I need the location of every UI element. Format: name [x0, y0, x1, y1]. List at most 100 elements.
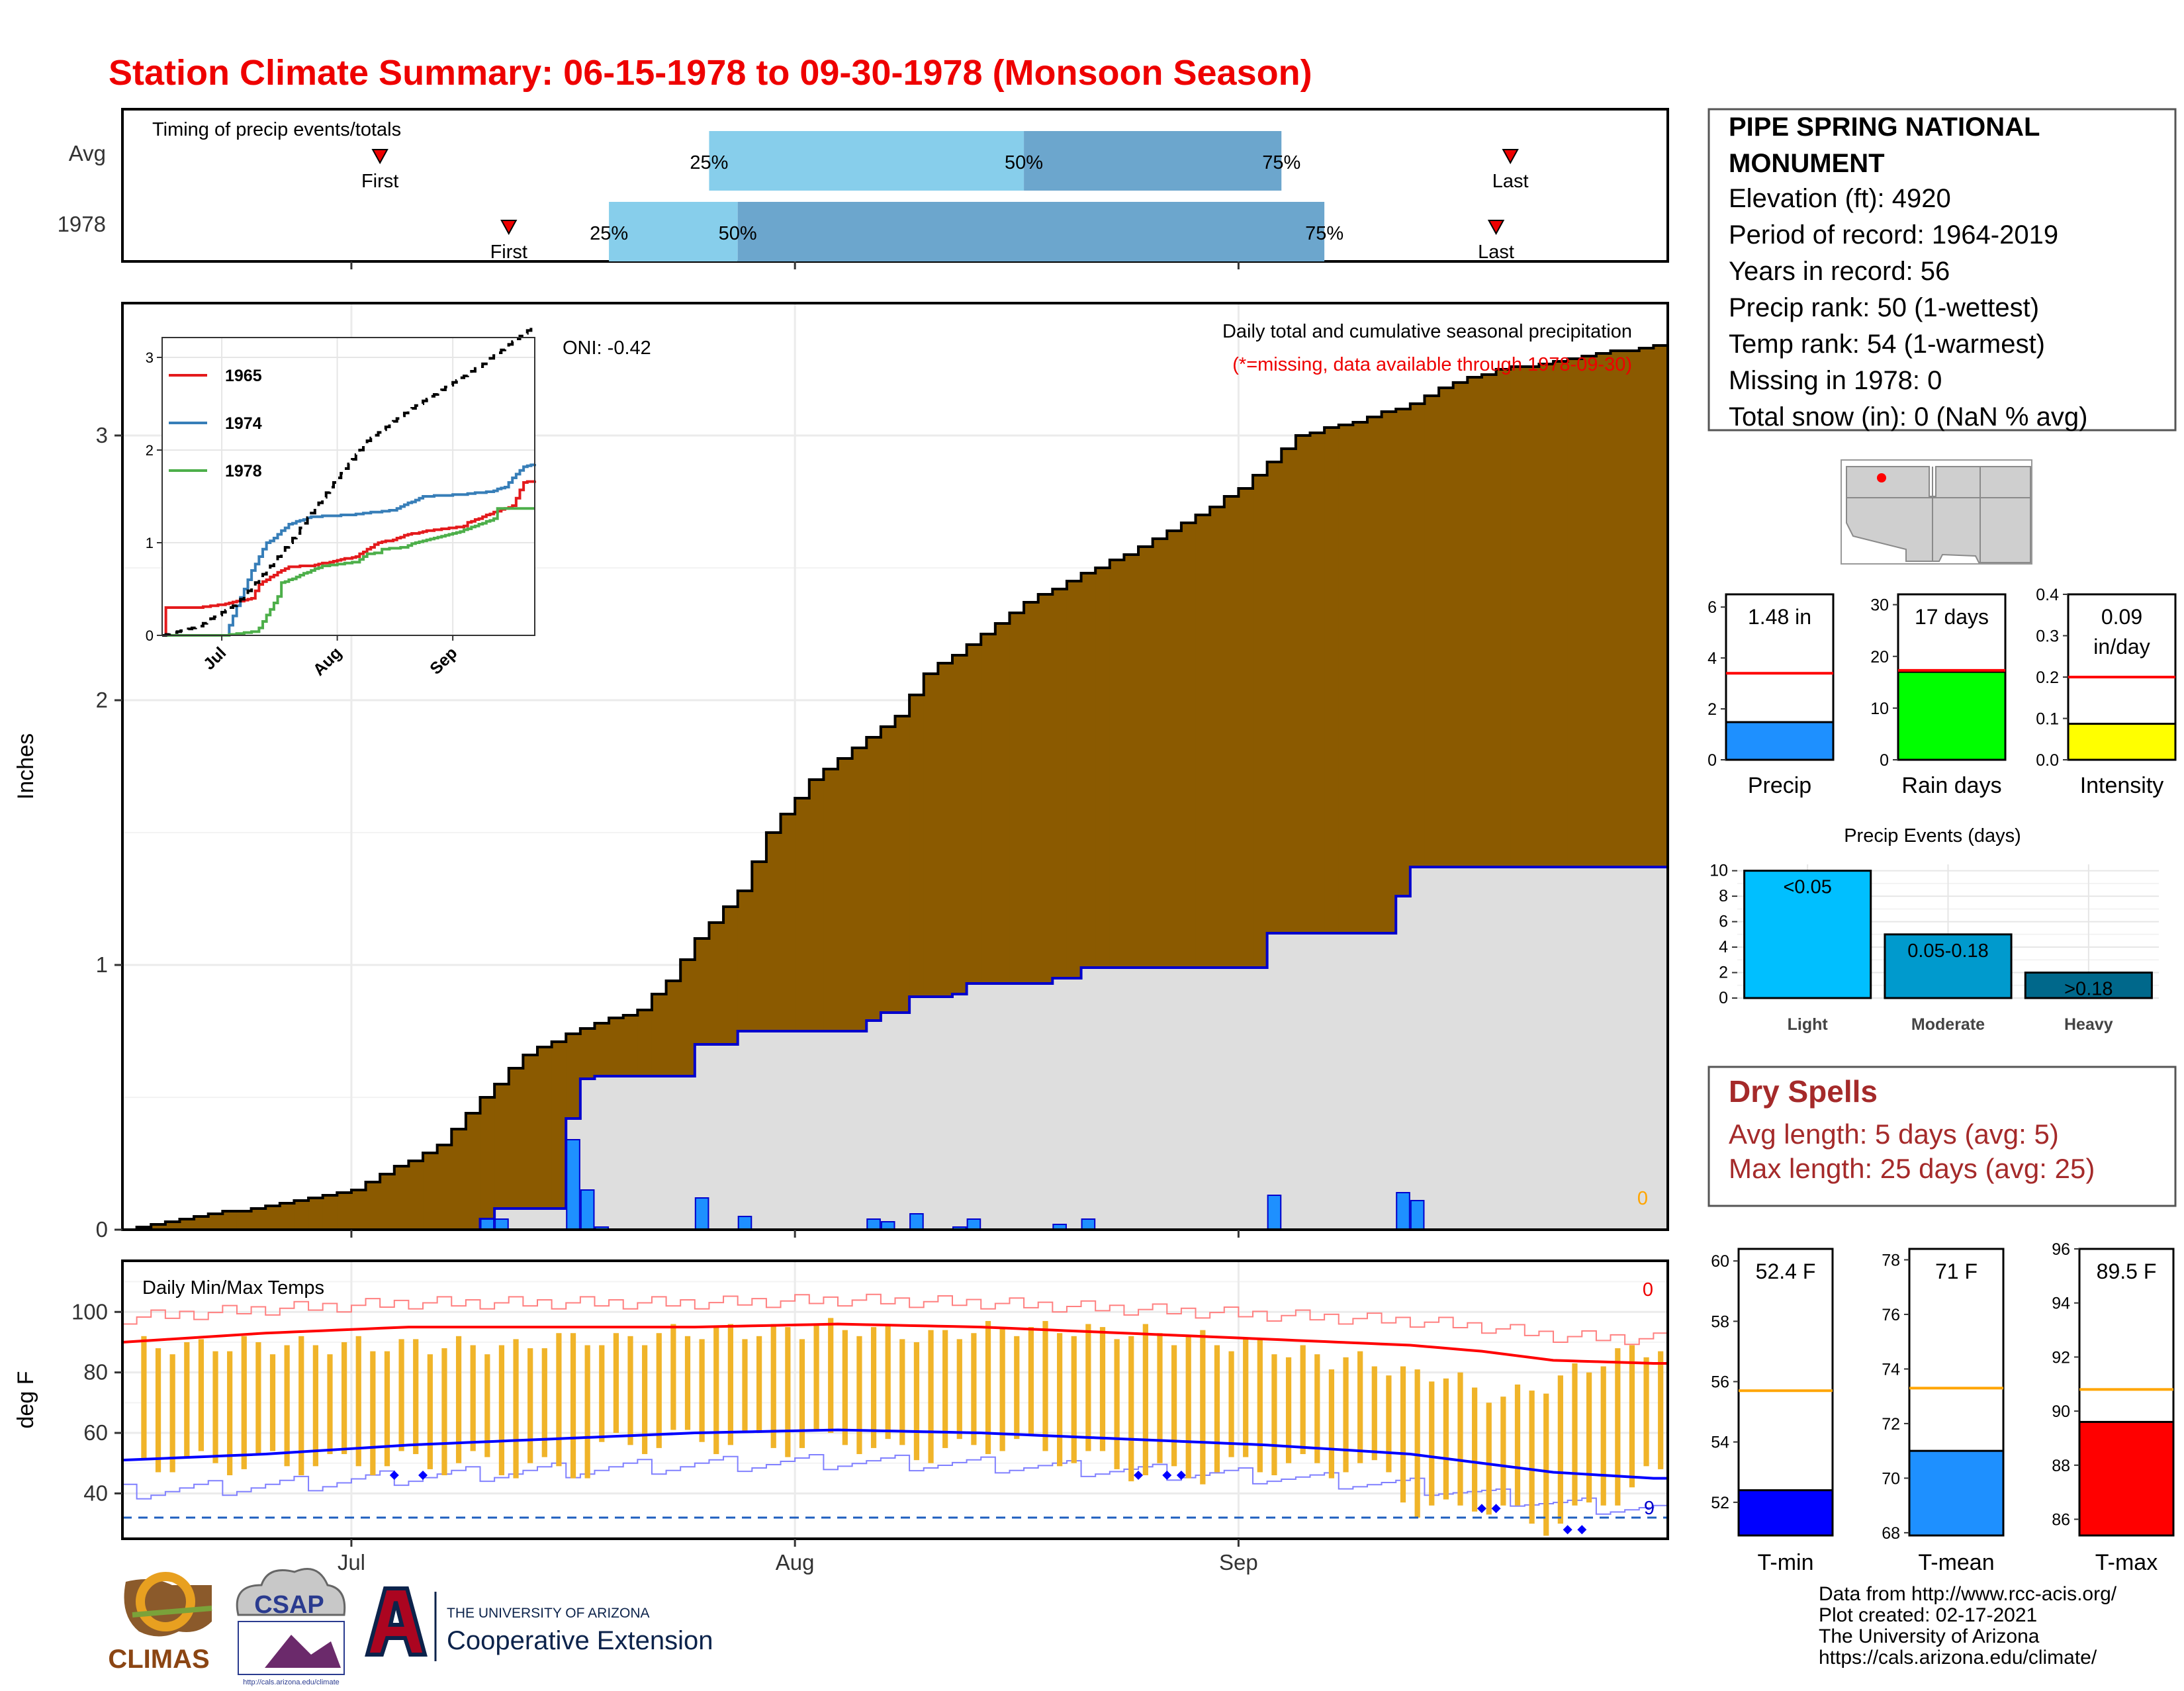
precip-events-chart: Precip Events (days) <0.05 Light 0.05-0.18…: [1709, 825, 2159, 1034]
inset-y-tick-label: 0: [146, 627, 154, 644]
inset-legend-label: 1965: [225, 367, 262, 385]
temp-summary-bar: [2078, 1420, 2175, 1537]
deficit-area: [1095, 568, 1111, 968]
deficit-area: [580, 1028, 595, 1079]
deficit-area: [995, 623, 1010, 983]
temp-y-axis-label: deg F: [13, 1371, 38, 1429]
deficit-area: [1467, 377, 1482, 867]
daily-temp-bar: [813, 1324, 819, 1430]
temp-summary-tick-label: 88: [2052, 1457, 2070, 1475]
summary-value-label: 17 days: [1915, 605, 1989, 629]
deficit-area: [208, 1214, 223, 1230]
temp-frame: [121, 1259, 1669, 1540]
precip-y-tick-label: 1: [96, 952, 108, 977]
temp-summary-tick-label: 92: [2052, 1348, 2070, 1367]
summary-y-tick-label: 0.2: [2036, 668, 2059, 687]
daily-temp-bar: [799, 1339, 805, 1448]
deficit-area: [981, 634, 996, 983]
daily-precip-bar: [866, 1218, 881, 1230]
deficit-area: [251, 1209, 266, 1230]
daily-temp-bar: [484, 1354, 490, 1457]
daily-temp-bar: [556, 1333, 562, 1467]
deficit-area: [1109, 560, 1124, 968]
precip-event-bar-label: >0.18: [2064, 979, 2113, 1000]
deficit-area: [866, 737, 882, 1021]
station-name-line1: PIPE SPRING NATIONAL: [1729, 113, 2040, 142]
timing-event-label: Last: [1478, 242, 1514, 263]
csap-cloud: [236, 1568, 346, 1616]
deficit-area: [737, 891, 752, 1031]
daily-temp-bar: [885, 1324, 891, 1440]
deficit-area: [952, 655, 968, 994]
inset-frame: [161, 337, 535, 636]
daily-temp-bar: [684, 1336, 691, 1430]
footer-line4: https://cals.arizona.edu/climate/: [1819, 1647, 2097, 1668]
timing-q75-label: 75%: [1262, 152, 1300, 173]
daily-temp-bar: [1543, 1393, 1549, 1536]
temp-summary-tick-label: 58: [1711, 1312, 1729, 1331]
daily-temp-bar: [656, 1333, 662, 1448]
summary-y-tick-label: 4: [1707, 649, 1717, 668]
inset-x-tick-label: Jul: [200, 643, 230, 673]
deficit-area: [365, 1182, 381, 1230]
daily-temp-bar: [441, 1348, 447, 1476]
daily-temp-bar: [541, 1348, 547, 1457]
deficit-area: [1253, 475, 1268, 968]
timing-q25-q50-box: [709, 131, 1024, 191]
deficit-area: [451, 1129, 467, 1230]
daily-temp-bar: [227, 1351, 233, 1476]
daily-temp-bar: [1314, 1354, 1320, 1463]
timing-event-marker: [1487, 220, 1505, 236]
station-years: Years in record: 56: [1729, 257, 1950, 286]
timing-event-label: Last: [1492, 171, 1529, 192]
deficit-area: [1324, 428, 1340, 933]
csap-url: http://cals.arizona.edu/climate: [243, 1678, 340, 1686]
logos: CLIMAS CSAP http://cals.arizona.edu/clim…: [108, 1568, 713, 1686]
daily-temp-bar: [1228, 1351, 1234, 1457]
daily-temp-bar: [842, 1330, 848, 1445]
daily-temp-bar: [1328, 1369, 1335, 1479]
inset-y-tick-label: 2: [146, 442, 154, 459]
deficit-area: [523, 1055, 538, 1209]
summary-bar-label: Intensity: [2080, 773, 2164, 798]
deficit-area: [780, 814, 796, 1031]
deficit-area: [666, 981, 681, 1076]
deficit-area: [1138, 547, 1154, 968]
csap-logo: CSAP http://cals.arizona.edu/climate: [236, 1568, 346, 1686]
temp-y-tick-label: 60: [83, 1420, 108, 1445]
daily-precip-bar: [480, 1218, 495, 1230]
temp-summary-tick-label: 76: [1882, 1306, 1900, 1324]
deficit-area: [265, 1206, 281, 1230]
daily-temp-bar: [928, 1330, 934, 1463]
precip-event-category: Moderate: [1911, 1015, 1985, 1034]
timing-q25-label: 25%: [690, 152, 728, 173]
deficit-area: [165, 1222, 180, 1230]
daily-temp-bar: [527, 1348, 533, 1463]
inset-legend: 1965 1974 1978: [169, 367, 262, 480]
deficit-area: [1124, 555, 1139, 968]
daily-temp-bar: [899, 1339, 905, 1445]
daily-temp-bar: [198, 1339, 205, 1451]
temp-summary-tick-label: 78: [1882, 1251, 1900, 1269]
timing-marks: 25% 50% 75% First Last 25% 50% 75% First Last: [361, 131, 1529, 263]
precip-y-tick-label: 3: [96, 423, 108, 447]
deficit-area: [1625, 351, 1640, 867]
inset-avg-line: [162, 325, 536, 637]
precip-y-tick-label: 0: [96, 1217, 108, 1242]
daily-temp-bar: [570, 1333, 576, 1479]
csap-mountain: [265, 1635, 341, 1668]
deficit-area: [537, 1047, 553, 1209]
precip-y-tick-label: 2: [96, 688, 108, 712]
daily-temp-bar: [713, 1327, 719, 1455]
temp-panel-label: Daily Min/Max Temps: [142, 1277, 324, 1299]
deficit-area: [1453, 383, 1468, 867]
daily-temp-bar: [1500, 1396, 1506, 1506]
deficit-area: [1496, 369, 1511, 867]
daily-temp-bar: [470, 1345, 476, 1451]
temp-summary-label: T-mean: [1918, 1550, 1994, 1575]
deficit-area: [1081, 573, 1096, 968]
daily-temp-bar: [1285, 1357, 1292, 1463]
daily-temp-bar: [1271, 1354, 1277, 1476]
daily-temp-bar: [1257, 1339, 1263, 1473]
timing-event-label: First: [490, 242, 527, 263]
